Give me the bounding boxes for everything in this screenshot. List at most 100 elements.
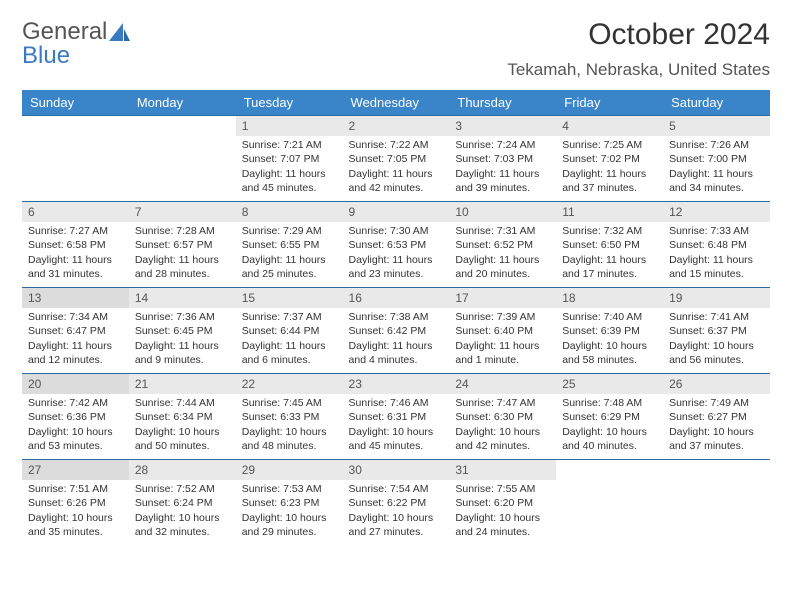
day-header: Sunday [22, 90, 129, 116]
day-cell: 18Sunrise: 7:40 AMSunset: 6:39 PMDayligh… [556, 288, 663, 374]
sunrise-text: Sunrise: 7:51 AM [28, 482, 123, 496]
day-number: 12 [663, 202, 770, 222]
sunrise-text: Sunrise: 7:54 AM [349, 482, 444, 496]
daylight-text: Daylight: 11 hours [562, 253, 657, 267]
sunrise-text: Sunrise: 7:28 AM [135, 224, 230, 238]
sunrise-text: Sunrise: 7:29 AM [242, 224, 337, 238]
sunset-text: Sunset: 6:48 PM [669, 238, 764, 252]
daylight-text: and 9 minutes. [135, 353, 230, 367]
day-number: 8 [236, 202, 343, 222]
title-block: October 2024 Tekamah, Nebraska, United S… [507, 18, 770, 82]
sunset-text: Sunset: 6:44 PM [242, 324, 337, 338]
sunset-text: Sunset: 6:24 PM [135, 496, 230, 510]
day-header: Tuesday [236, 90, 343, 116]
sunrise-text: Sunrise: 7:21 AM [242, 138, 337, 152]
sunset-text: Sunset: 6:40 PM [455, 324, 550, 338]
daylight-text: and 39 minutes. [455, 181, 550, 195]
sunrise-text: Sunrise: 7:25 AM [562, 138, 657, 152]
sunset-text: Sunset: 6:30 PM [455, 410, 550, 424]
daylight-text: and 45 minutes. [349, 439, 444, 453]
sunset-text: Sunset: 6:36 PM [28, 410, 123, 424]
day-number: 5 [663, 116, 770, 136]
daylight-text: Daylight: 10 hours [242, 425, 337, 439]
daylight-text: and 35 minutes. [28, 525, 123, 539]
day-number: 2 [343, 116, 450, 136]
location: Tekamah, Nebraska, United States [507, 60, 770, 80]
daylight-text: Daylight: 11 hours [135, 253, 230, 267]
day-number: 17 [449, 288, 556, 308]
week-row: 20Sunrise: 7:42 AMSunset: 6:36 PMDayligh… [22, 374, 770, 460]
sunrise-text: Sunrise: 7:55 AM [455, 482, 550, 496]
day-cell: 9Sunrise: 7:30 AMSunset: 6:53 PMDaylight… [343, 202, 450, 288]
day-number: 29 [236, 460, 343, 480]
day-number: 4 [556, 116, 663, 136]
sunrise-text: Sunrise: 7:48 AM [562, 396, 657, 410]
day-number: 16 [343, 288, 450, 308]
sunset-text: Sunset: 6:55 PM [242, 238, 337, 252]
daylight-text: and 25 minutes. [242, 267, 337, 281]
week-row: 1Sunrise: 7:21 AMSunset: 7:07 PMDaylight… [22, 116, 770, 202]
day-number: 9 [343, 202, 450, 222]
sunset-text: Sunset: 6:22 PM [349, 496, 444, 510]
daylight-text: Daylight: 11 hours [242, 253, 337, 267]
sunset-text: Sunset: 6:23 PM [242, 496, 337, 510]
sunrise-text: Sunrise: 7:34 AM [28, 310, 123, 324]
sunset-text: Sunset: 7:07 PM [242, 152, 337, 166]
sunset-text: Sunset: 6:31 PM [349, 410, 444, 424]
day-number: 31 [449, 460, 556, 480]
daylight-text: and 6 minutes. [242, 353, 337, 367]
sunrise-text: Sunrise: 7:52 AM [135, 482, 230, 496]
day-number: 26 [663, 374, 770, 394]
day-header: Thursday [449, 90, 556, 116]
sunrise-text: Sunrise: 7:33 AM [669, 224, 764, 238]
day-cell: 10 Sunrise: 7:31 AMSunset: 6:52 PMDayligh… [449, 202, 556, 288]
day-header: Friday [556, 90, 663, 116]
day-cell: 5Sunrise: 7:26 AMSunset: 7:00 PMDaylight… [663, 116, 770, 202]
month-title: October 2024 [507, 18, 770, 52]
day-cell [663, 460, 770, 546]
sunset-text: Sunset: 6:29 PM [562, 410, 657, 424]
daylight-text: and 12 minutes. [28, 353, 123, 367]
daylight-text: Daylight: 11 hours [455, 253, 550, 267]
sunrise-text: Sunrise: 7:31 AM [455, 224, 550, 238]
day-cell: 13Sunrise: 7:34 AMSunset: 6:47 PMDayligh… [22, 288, 129, 374]
day-cell: 19Sunrise: 7:41 AMSunset: 6:37 PMDayligh… [663, 288, 770, 374]
day-number: 27 [22, 460, 129, 480]
sunrise-text: Sunrise: 7:49 AM [669, 396, 764, 410]
day-number: 24 [449, 374, 556, 394]
sunset-text: Sunset: 6:37 PM [669, 324, 764, 338]
daylight-text: Daylight: 10 hours [455, 511, 550, 525]
daylight-text: Daylight: 10 hours [28, 425, 123, 439]
day-cell: 29Sunrise: 7:53 AMSunset: 6:23 PMDayligh… [236, 460, 343, 546]
daylight-text: Daylight: 10 hours [135, 425, 230, 439]
daylight-text: Daylight: 10 hours [562, 425, 657, 439]
day-header: Monday [129, 90, 236, 116]
sunset-text: Sunset: 6:52 PM [455, 238, 550, 252]
day-number: 30 [343, 460, 450, 480]
sunrise-text: Sunrise: 7:39 AM [455, 310, 550, 324]
day-cell: 4Sunrise: 7:25 AMSunset: 7:02 PMDaylight… [556, 116, 663, 202]
sunrise-text: Sunrise: 7:47 AM [455, 396, 550, 410]
daylight-text: and 15 minutes. [669, 267, 764, 281]
day-number: 3 [449, 116, 556, 136]
day-cell: 24 Sunrise: 7:47 AMSunset: 6:30 PMDayligh… [449, 374, 556, 460]
sunrise-text: Sunrise: 7:36 AM [135, 310, 230, 324]
day-header: Wednesday [343, 90, 450, 116]
sunset-text: Sunset: 6:53 PM [349, 238, 444, 252]
daylight-text: and 29 minutes. [242, 525, 337, 539]
day-number: 28 [129, 460, 236, 480]
day-number: 10 [449, 202, 556, 222]
day-cell: 7Sunrise: 7:28 AMSunset: 6:57 PMDaylight… [129, 202, 236, 288]
day-header: Saturday [663, 90, 770, 116]
daylight-text: and 17 minutes. [562, 267, 657, 281]
day-cell: 12Sunrise: 7:33 AMSunset: 6:48 PMDayligh… [663, 202, 770, 288]
daylight-text: Daylight: 10 hours [349, 511, 444, 525]
day-cell: 16Sunrise: 7:38 AMSunset: 6:42 PMDayligh… [343, 288, 450, 374]
daylight-text: and 56 minutes. [669, 353, 764, 367]
sunset-text: Sunset: 7:05 PM [349, 152, 444, 166]
daylight-text: and 23 minutes. [349, 267, 444, 281]
daylight-text: Daylight: 11 hours [669, 167, 764, 181]
sunset-text: Sunset: 6:58 PM [28, 238, 123, 252]
daylight-text: Daylight: 10 hours [455, 425, 550, 439]
day-header-row: Sunday Monday Tuesday Wednesday Thursday… [22, 90, 770, 116]
